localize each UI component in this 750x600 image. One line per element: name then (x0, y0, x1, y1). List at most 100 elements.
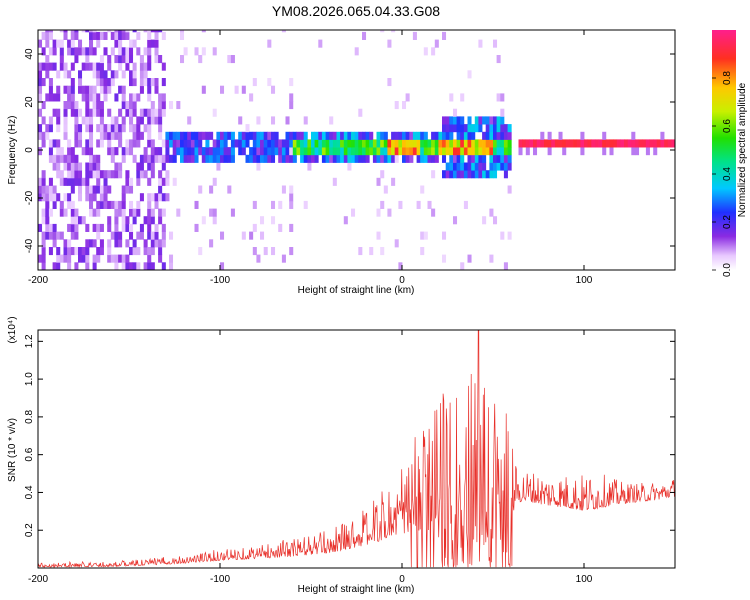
heatmap-cell (311, 131, 316, 140)
heatmap-cell (92, 254, 97, 263)
heatmap-cell (212, 216, 217, 225)
heatmap-cell (478, 116, 483, 125)
heatmap-cell (420, 154, 425, 163)
heatmap-cell (92, 208, 97, 217)
heatmap-cell (121, 193, 126, 202)
heatmap-cell (478, 147, 483, 156)
heatmap-cell (431, 131, 436, 140)
heatmap-cell (103, 47, 108, 56)
x-tick-label: -100 (210, 275, 230, 286)
heatmap-cell (489, 208, 494, 217)
heatmap-cell (63, 208, 68, 217)
heatmap-cell (449, 116, 454, 125)
heatmap-cell (56, 247, 61, 256)
heatmap-cell (136, 208, 141, 217)
heatmap-cell (394, 139, 399, 148)
heatmap-cell (230, 154, 235, 163)
heatmap-cell (300, 147, 305, 156)
heatmap-cell (463, 131, 468, 140)
heatmap-cell (205, 147, 210, 156)
heatmap-cell (132, 131, 137, 140)
heatmap-cell (358, 139, 363, 148)
heatmap-cell (139, 55, 144, 64)
heatmap-cell (325, 139, 330, 148)
y-tick-label: 0.8 (24, 410, 35, 424)
heatmap-cell (89, 185, 94, 194)
heatmap-cell (496, 93, 501, 102)
heatmap-cell (467, 131, 472, 140)
heatmap-cell (474, 139, 479, 148)
heatmap-cell (387, 208, 392, 217)
heatmap-cell (99, 131, 104, 140)
heatmap-cell (70, 78, 75, 87)
heatmap-cell (245, 124, 250, 133)
colorbar-tick-label: 0.8 (722, 71, 733, 85)
heatmap-cell (172, 147, 177, 156)
heatmap-cell (38, 70, 43, 79)
heatmap-cell (129, 116, 134, 125)
heatmap-cell (285, 139, 290, 148)
heatmap-cell (383, 131, 388, 140)
heatmap-cell (121, 262, 126, 270)
heatmap-cell (139, 85, 144, 94)
heatmap-cell (343, 131, 348, 140)
heatmap-cell (227, 185, 232, 194)
heatmap-cell (103, 85, 108, 94)
heatmap-cell (70, 170, 75, 179)
heatmap-cell (89, 162, 94, 171)
heatmap-cell (143, 124, 148, 133)
heatmap-cell (74, 154, 79, 163)
heatmap-cell (471, 124, 476, 133)
heatmap-cell (467, 154, 472, 163)
heatmap-cell (260, 139, 265, 148)
heatmap-cell (252, 131, 257, 140)
heatmap-cell (267, 147, 272, 156)
heatmap-cell (85, 185, 90, 194)
heatmap-cell (89, 208, 94, 217)
heatmap-cell (405, 154, 410, 163)
heatmap-cell (493, 170, 498, 179)
heatmap-cell (285, 154, 290, 163)
heatmap-cell (540, 139, 545, 148)
heatmap-cell (667, 139, 672, 148)
heatmap-cell (420, 147, 425, 156)
heatmap-cell (249, 154, 254, 163)
heatmap-cell (271, 200, 276, 209)
heatmap-cell (340, 154, 345, 163)
heatmap-cell (41, 185, 46, 194)
heatmap-cell (129, 93, 134, 102)
heatmap-cell (569, 139, 574, 148)
heatmap-cell (121, 30, 126, 33)
heatmap-cell (103, 70, 108, 79)
heatmap-cell (41, 116, 46, 125)
heatmap-cell (289, 93, 294, 102)
heatmap-cell (147, 39, 152, 48)
heatmap-cell (56, 231, 61, 240)
heatmap-cell (220, 262, 225, 270)
heatmap-cell (154, 78, 159, 87)
heatmap-cell (456, 139, 461, 148)
heatmap-cell (110, 47, 115, 56)
x-tick-label: -200 (28, 275, 48, 286)
heatmap-cell (129, 208, 134, 217)
heatmap-cell (376, 131, 381, 140)
heatmap-cell (198, 185, 203, 194)
heatmap-cell (201, 30, 206, 33)
heatmap-cell (194, 154, 199, 163)
heatmap-cell (147, 55, 152, 64)
heatmap-cell (121, 147, 126, 156)
heatmap-cell (99, 31, 104, 40)
heatmap-cell (256, 154, 261, 163)
heatmap-cell (289, 78, 294, 87)
heatmap-cell (92, 62, 97, 71)
heatmap-cell (78, 216, 83, 225)
heatmap-cell (143, 216, 148, 225)
heatmap-cell (565, 139, 570, 148)
heatmap-cell (354, 47, 359, 56)
heatmap-cell (456, 162, 461, 171)
heatmap-cell (107, 247, 112, 256)
heatmap-cell (96, 223, 101, 232)
heatmap-cell (70, 231, 75, 240)
heatmap-cell (187, 131, 192, 140)
heatmap-cell (41, 239, 46, 248)
